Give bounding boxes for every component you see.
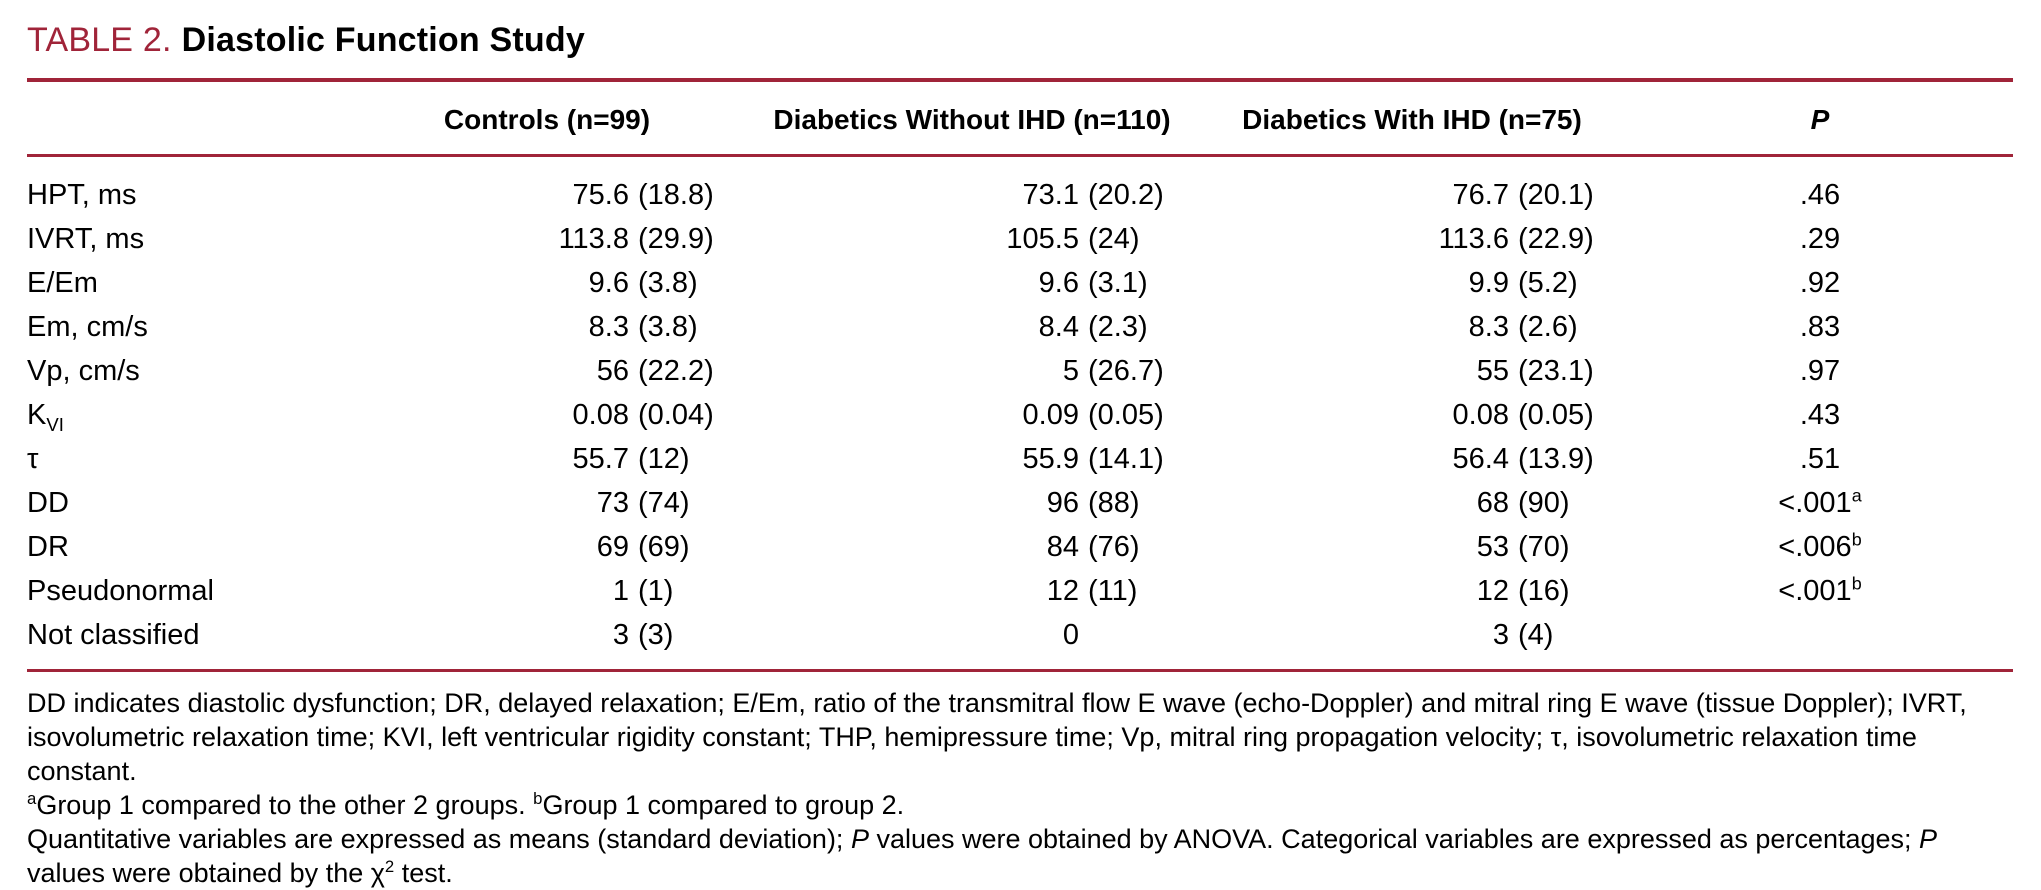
value-cell: 56 (22.2) [596,354,714,387]
table-row: Vp, cm/s 56 (22.2) 5 (26.7) 55 (23.1) .97 [27,349,2013,393]
table-row: IVRT, ms 113.8 (29.9) 105.5 (24) 113.6 (22.9).… [27,217,2013,261]
value-cell: 55.7 (12) [572,442,690,475]
p-value-cell: .29 [1799,222,1841,255]
value-cell: 8.3 (3.8) [588,310,698,343]
p-value-cell: .46 [1799,178,1841,211]
value-cell: 96 (88) [1046,486,1140,519]
value-cell: 69 (69) [596,530,690,563]
value-cell: 73 (74) [596,486,690,519]
bottom-rule [27,669,2013,672]
value-cell: 76.7 (20.1) [1452,178,1594,211]
value-cell: 9.6 (3.1) [1038,266,1148,299]
value-cell: 53 (70) [1476,530,1570,563]
value-cell: 55 (23.1) [1476,354,1594,387]
footnote: aGroup 1 compared to the other 2 groups.… [27,789,905,820]
value-cell: 5 (26.7) [1062,354,1164,387]
column-header: Diabetics With IHD (n=75) [1197,82,1627,157]
value-cell: 1 (1) [612,574,674,607]
p-value-cell: <.006b [1778,528,1862,563]
table-row: HPT, ms 75.6 (18.8) 73.1 (20.2) 76.7 (20.1) .46 [27,156,2013,218]
value-cell: 73.1 (20.2) [1022,178,1164,211]
value-cell: 3 (3) [612,618,674,651]
table-row: KVI 0.08 (0.04) 0.09 (0.05) 0.08 (0.05) .43 [27,393,2013,437]
diastolic-function-table: Controls (n=99) Diabetics Without IHD (n=… [27,82,2013,657]
value-cell: 0.08 (0.05) [1452,398,1594,431]
column-header: P [1627,82,2013,157]
top-rule [27,78,2013,82]
value-cell: 56.4 (13.9) [1452,442,1594,475]
header-row: Controls (n=99) Diabetics Without IHD (n=… [27,82,2013,157]
value-cell: 9.9 (5.2) [1468,266,1578,299]
footnote: DD indicates diastolic dysfunction; DR, … [27,688,1967,786]
footnote: Quantitative variables are expressed as … [27,824,1938,888]
p-value-cell: .92 [1799,266,1841,299]
table-row: DR 69 (69) 84 (76) 53 (70) <.006b [27,525,2013,569]
row-label: KVI [27,398,64,435]
value-cell: 75.6 (18.8) [572,178,714,211]
value-cell: 55.9 (14.1) [1022,442,1164,475]
table-number: TABLE 2. [27,21,172,59]
table-row: E/Em 9.6 (3.8) 9.6 (3.1) 9.9 (5.2) .92 [27,261,2013,305]
column-header: Diabetics Without IHD (n=110) [747,82,1197,157]
value-cell: 8.3 (2.6) [1468,310,1578,343]
column-header: Controls (n=99) [347,82,747,157]
table-row: Not classified 3 (3) 0 3 (4) [27,613,2013,657]
row-label: Not classified [27,618,200,651]
row-label: DD [27,486,69,519]
value-cell: 84 (76) [1046,530,1140,563]
value-cell: 113.6 (22.9) [1438,222,1594,255]
table-caption: Diastolic Function Study [181,21,585,59]
row-label: IVRT, ms [27,222,145,255]
row-label: HPT, ms [27,178,137,211]
p-value-cell: <.001b [1778,572,1862,607]
value-cell: 0.09 (0.05) [1022,398,1164,431]
table-row: Pseudonormal 1 (1) 12 (11) 12 (16) <.001b [27,569,2013,613]
p-value-cell: .83 [1799,310,1841,343]
value-cell: 105.5 (24) [1006,222,1140,255]
table-row: Em, cm/s 8.3 (3.8) 8.4 (2.3) 8.3 (2.6) .83 [27,305,2013,349]
value-cell: 12 (11) [1046,574,1138,607]
row-label: E/Em [27,266,98,299]
row-label: τ [27,442,39,475]
footnotes: DD indicates diastolic dysfunction; DR, … [27,686,2013,890]
p-value-cell: .51 [1799,442,1841,475]
p-value-cell: <.001a [1778,484,1862,519]
value-cell: 0 [1062,618,1079,651]
value-cell: 3 (4) [1492,618,1554,651]
table-title: TABLE 2. Diastolic Function Study [27,20,2013,60]
p-value-cell [1627,613,2013,657]
value-cell: 113.8 (29.9) [558,222,714,255]
row-label: Em, cm/s [27,310,148,343]
column-header [27,82,347,157]
table-row: τ 55.7 (12) 55.9 (14.1) 56.4 (13.9) .51 [27,437,2013,481]
p-value-cell: .97 [1799,354,1841,387]
row-label: DR [27,530,69,563]
value-cell: 0.08 (0.04) [572,398,714,431]
row-label: Pseudonormal [27,574,214,607]
row-label: Vp, cm/s [27,354,140,387]
value-cell: 8.4 (2.3) [1038,310,1148,343]
value-cell: 9.6 (3.8) [588,266,698,299]
value-cell: 68 (90) [1476,486,1570,519]
table-row: DD 73 (74) 96 (88) 68 (90) <.001a [27,481,2013,525]
p-value-cell: .43 [1799,398,1841,431]
value-cell: 12 (16) [1476,574,1570,607]
